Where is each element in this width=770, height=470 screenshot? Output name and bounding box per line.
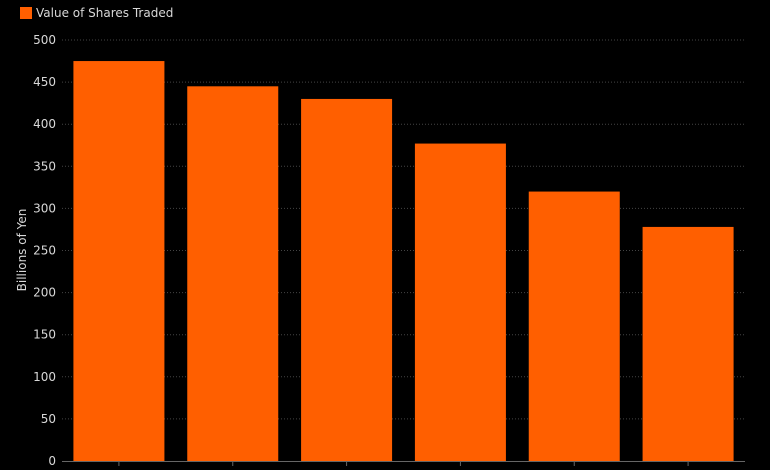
y-axis-label: Billions of Yen [15, 209, 29, 292]
y-tick-label: 400 [33, 117, 56, 131]
bar [73, 61, 165, 462]
y-tick-label: 150 [33, 328, 56, 342]
legend: Value of Shares Traded [20, 6, 173, 20]
y-tick-label: 450 [33, 75, 56, 89]
y-tick-label: 0 [48, 454, 56, 468]
bar [414, 143, 506, 462]
bar [187, 86, 279, 461]
y-tick-label: 100 [33, 370, 56, 384]
y-tick-label: 350 [33, 159, 56, 173]
y-tick-label: 200 [33, 286, 56, 300]
y-tick-label: 250 [33, 244, 56, 258]
bar [301, 98, 393, 461]
y-tick-label: 300 [33, 201, 56, 215]
bar [528, 191, 620, 461]
y-tick-label: 50 [41, 412, 56, 426]
bar [642, 226, 734, 461]
legend-label: Value of Shares Traded [36, 6, 174, 20]
legend-swatch [20, 7, 32, 19]
y-tick-label: 500 [33, 33, 56, 47]
